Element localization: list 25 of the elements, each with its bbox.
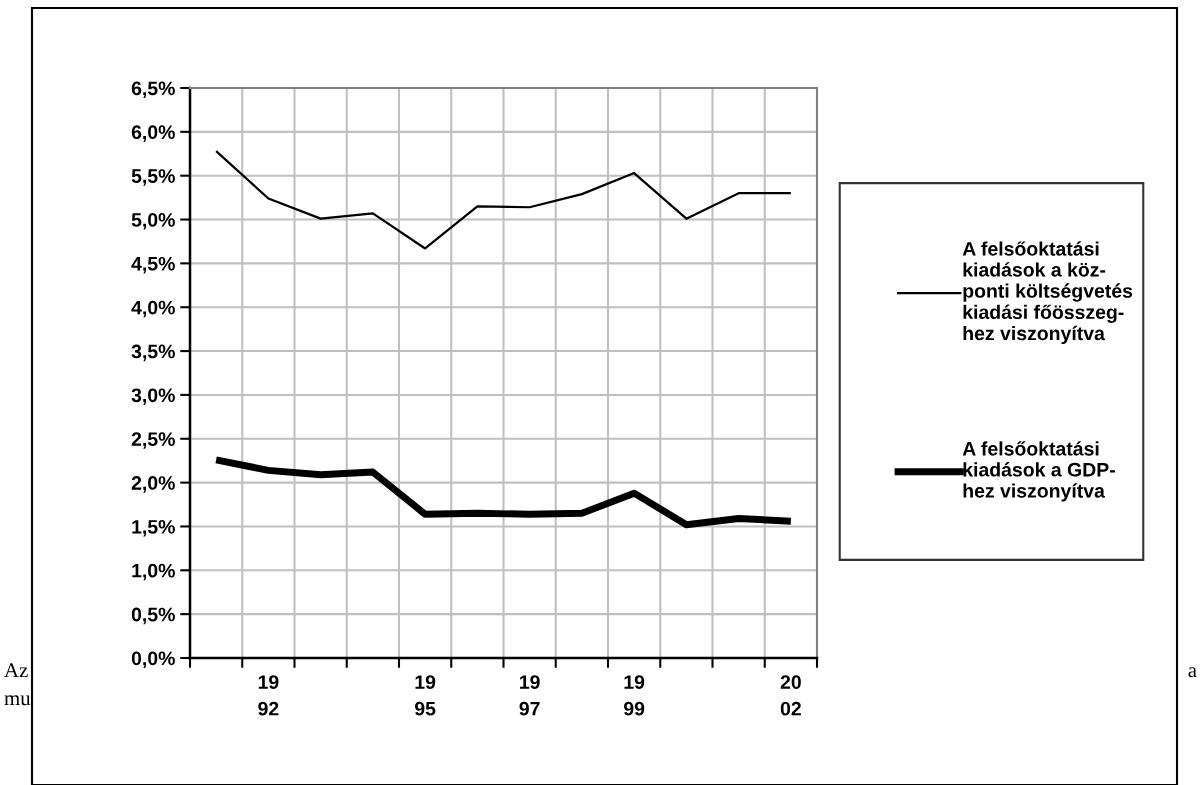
legend-label: A felsőoktatási kiadások a GDP- hez viszonyítva <box>962 441 1115 502</box>
y-tick-label: 0,5% <box>131 607 175 625</box>
y-tick-label: 1,5% <box>132 519 175 537</box>
text: a <box>1188 667 1197 678</box>
x-tick-label: 19 97 <box>519 675 540 716</box>
text: mu <box>4 695 31 706</box>
y-tick-label: 4,0% <box>131 300 175 318</box>
y-tick-label: 6,5% <box>131 81 175 99</box>
y-tick-label: 5,5% <box>131 169 175 186</box>
x-tick-label: 20 02 <box>780 675 801 716</box>
y-tick-label: 3,0% <box>131 388 175 405</box>
y-tick-label: 4,5% <box>131 256 175 274</box>
y-tick-label: 0,0% <box>131 651 175 669</box>
y-tick-label: 6,0% <box>131 125 175 142</box>
y-tick-label: 2,5% <box>131 432 175 449</box>
y-tick-label: 1,0% <box>132 563 175 581</box>
x-tick-label: 19 92 <box>258 675 279 716</box>
line-series <box>215 150 792 250</box>
x-tick-label: 19 95 <box>414 675 436 716</box>
x-tick-label: 19 99 <box>623 675 645 716</box>
text: Az <box>4 663 28 678</box>
y-tick-label: 2,0% <box>131 476 175 493</box>
legend-label: A felsőoktatási kiadások a köz- ponti költségvetés kiadási főösszeg- hez viszonyítva <box>962 241 1133 345</box>
y-tick-label: 3,5% <box>131 344 175 362</box>
y-tick-label: 5,0% <box>131 213 175 230</box>
